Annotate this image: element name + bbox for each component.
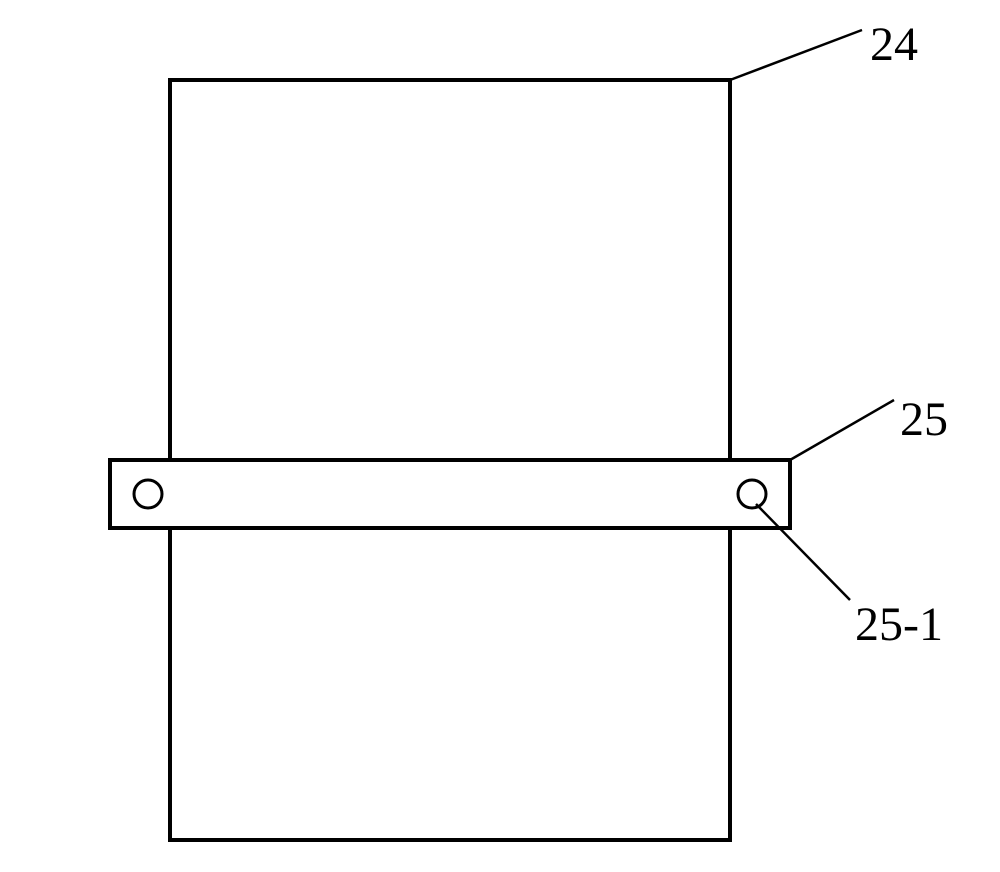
diagram-canvas: 24 25 25-1	[0, 0, 1000, 872]
label-24: 24	[870, 18, 918, 71]
label-25-1: 25-1	[855, 598, 943, 651]
label-25: 25	[900, 393, 948, 446]
diagram-svg: 24 25 25-1	[0, 0, 1000, 872]
bar-25	[110, 460, 790, 528]
background	[0, 0, 1000, 872]
